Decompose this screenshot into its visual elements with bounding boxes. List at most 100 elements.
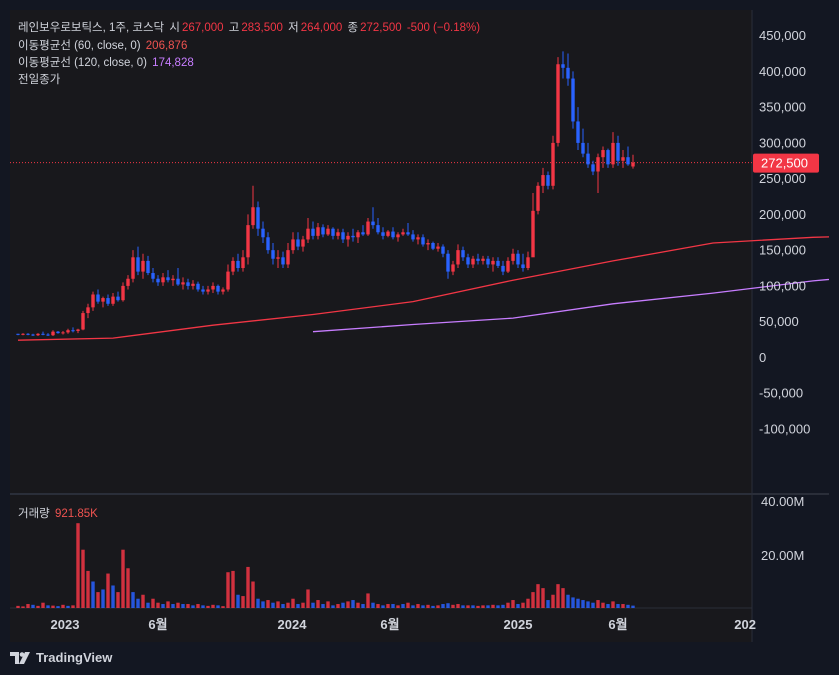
candle-body [266,237,270,251]
volume-bar [511,600,515,608]
ma120-line [312,277,839,333]
volume-bar [441,604,445,608]
open-label: 시 [169,22,180,34]
volume-bar [236,594,240,608]
candle-body [241,257,245,269]
candle-body [86,307,90,314]
candle-body [441,246,445,254]
volume-bar [546,600,550,608]
volume-bar [401,604,405,608]
tradingview-logo-icon [10,651,30,664]
candle-body [596,157,600,172]
last-price-tag-bg [753,153,819,173]
volume-bar [411,605,415,608]
candle-body [81,313,85,330]
volume-legend[interactable]: 거래량 921.85K [18,505,100,521]
candle-body [116,296,120,301]
volume-bar [621,604,625,608]
candle [551,135,555,190]
candle [241,250,245,272]
volume-bar [21,606,25,608]
volume-bar [91,581,95,608]
volume-bar [631,605,635,608]
volume-bar [396,605,400,608]
candle-body [61,332,65,334]
candle-body [161,277,165,283]
prev-close-legend[interactable]: 전일종가 [18,71,62,87]
candle-body [36,333,40,336]
volume-bar [161,604,165,608]
volume-bar [141,594,145,608]
candle [381,227,385,240]
candle [346,232,350,247]
last-price-tag: 272,500 [753,153,819,173]
price-tick-label: 0 [759,350,766,365]
volume-value: 921.85K [54,508,98,520]
volume-bar [96,592,100,608]
candle [226,264,230,292]
candle [341,228,345,243]
candle [181,277,185,290]
candle [151,268,155,283]
volume-bar [371,602,375,608]
volume-bar [341,602,345,608]
candle [426,239,430,251]
candle-body [256,207,260,229]
volume-bar [221,606,225,608]
candle-body [631,162,635,167]
volume-bar [431,605,435,608]
candle [171,275,175,286]
volume-bar [496,605,500,608]
tradingview-logo[interactable]: TradingView [10,650,112,665]
ma120-legend[interactable]: 이동평균선 (120, close, 0) 174,828 [18,54,196,70]
candle [306,217,310,243]
candle-body [541,175,545,186]
chart-panel[interactable]: 550,000500,000450,000400,000350,000300,0… [10,0,839,642]
candle-body [96,294,100,302]
volume-bar [71,605,75,608]
candle [411,230,415,242]
candle-body [176,278,180,285]
volume-bar [46,605,50,608]
volume-bar [421,605,425,608]
candle [121,282,125,302]
volume-bar [476,605,480,608]
candle-body [151,273,155,279]
candle-body [271,250,275,259]
prev-close-label: 전일종가 [18,74,61,86]
volume-bar [536,584,540,608]
volume-bar [376,604,380,608]
candle-body [431,243,435,249]
ma60-legend[interactable]: 이동평균선 (60, close, 0) 206,876 [18,37,189,53]
volume-bar [306,589,310,608]
volume-tick-label: 20.00M [761,548,804,563]
volume-bar [246,566,250,608]
volume-bar [416,604,420,608]
candle [631,154,635,169]
price-chart[interactable]: 550,000500,000450,000400,000350,000300,0… [10,0,839,642]
candle [371,207,375,229]
volume-bar [241,596,245,608]
candle-body [46,334,50,336]
candle [101,296,105,308]
volume-bar [291,598,295,608]
volume-bar [336,604,340,608]
candle-body [551,142,555,186]
candle-body [281,257,285,265]
volume-bar [16,605,20,608]
candle [61,330,65,335]
high-label: 고 [228,22,240,34]
candle-body [106,298,110,304]
candle-body [526,257,530,269]
volume-bar [501,604,505,608]
candle-body [381,232,385,236]
volume-bar [456,604,460,608]
volume-bar [586,601,590,608]
candle [266,232,270,254]
candle-body [611,142,615,165]
time-tick-label: 2024 [278,617,308,632]
candle [156,275,160,286]
candle [286,243,290,269]
candle-body [501,265,505,272]
